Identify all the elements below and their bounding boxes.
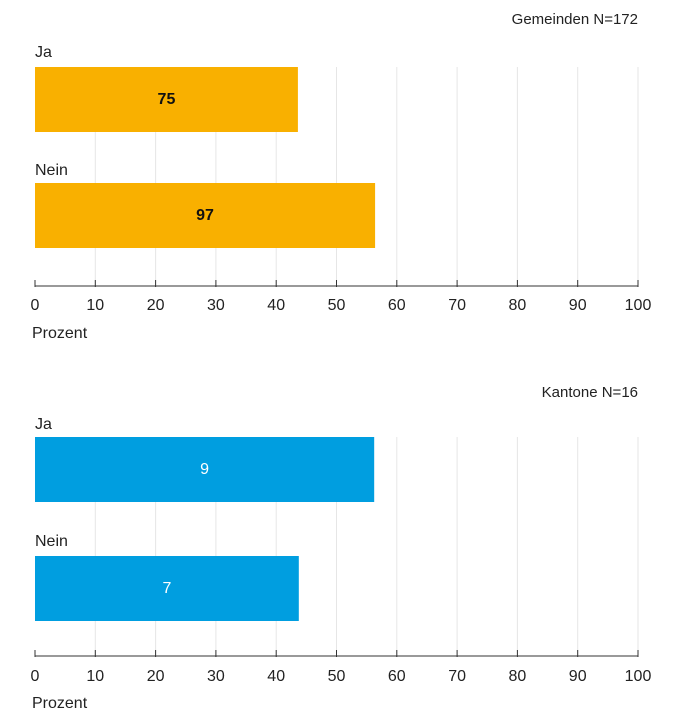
x-tick-label: 60 bbox=[388, 297, 406, 314]
x-tick-label: 90 bbox=[569, 668, 587, 685]
category-label: Nein bbox=[35, 162, 68, 179]
bar-ja bbox=[35, 437, 375, 502]
bar-count-label: 97 bbox=[196, 207, 214, 224]
x-tick-label: 40 bbox=[267, 668, 285, 685]
x-axis-label: Prozent bbox=[32, 325, 88, 342]
x-tick-label: 10 bbox=[86, 297, 104, 314]
bar-count-label: 75 bbox=[158, 91, 176, 108]
x-tick-label: 60 bbox=[388, 668, 406, 685]
bar-count-label: 9 bbox=[200, 461, 209, 478]
x-tick-label: 30 bbox=[207, 668, 225, 685]
x-tick-label: 10 bbox=[86, 668, 104, 685]
x-tick-label: 20 bbox=[147, 297, 165, 314]
category-label: Nein bbox=[35, 533, 68, 550]
x-tick-label: 70 bbox=[448, 297, 466, 314]
x-tick-label: 0 bbox=[31, 668, 40, 685]
x-tick-label: 100 bbox=[625, 297, 652, 314]
x-tick-label: 80 bbox=[509, 297, 527, 314]
x-axis-label: Prozent bbox=[32, 695, 88, 711]
bar-nein bbox=[35, 556, 299, 621]
x-tick-label: 70 bbox=[448, 668, 466, 685]
x-tick-label: 30 bbox=[207, 297, 225, 314]
sample-size-note: Gemeinden N=172 bbox=[512, 11, 638, 28]
x-tick-label: 80 bbox=[509, 668, 527, 685]
x-tick-label: 0 bbox=[31, 297, 40, 314]
category-label: Ja bbox=[35, 44, 52, 61]
x-tick-label: 20 bbox=[147, 668, 165, 685]
x-tick-label: 40 bbox=[267, 297, 285, 314]
gemeinden-panel: Gemeinden N=172 Ja 75 Nein 97 0 10 20 30 40 50 60 70… bbox=[31, 11, 652, 342]
x-tick-label: 50 bbox=[328, 297, 346, 314]
sample-size-note: Kantone N=16 bbox=[542, 384, 638, 401]
bar-nein bbox=[35, 183, 376, 248]
bar-count-label: 7 bbox=[162, 580, 171, 597]
bar-ja bbox=[35, 67, 298, 132]
x-tick-label: 100 bbox=[625, 668, 652, 685]
category-label: Ja bbox=[35, 416, 52, 433]
x-tick-label: 90 bbox=[569, 297, 587, 314]
x-tick-label: 50 bbox=[328, 668, 346, 685]
